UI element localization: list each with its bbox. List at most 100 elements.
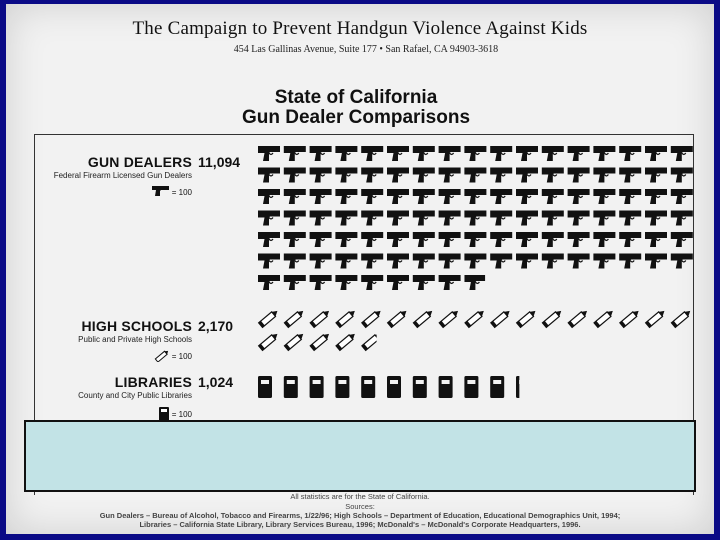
- handgun-mark-108: [412, 275, 435, 290]
- handgun-mark-12: [567, 146, 590, 161]
- handgun-mark-41: [438, 189, 461, 204]
- handgun-mark-71: [335, 232, 358, 247]
- book-mark-8: [464, 376, 479, 398]
- handgun-mark-107: [387, 275, 409, 290]
- handgun-mark-25: [464, 167, 487, 183]
- handgun-mark-93: [464, 253, 487, 269]
- handgun-mark-35: [283, 189, 306, 204]
- handgun-mark-27: [516, 167, 538, 183]
- handgun-mark-1: [283, 146, 306, 161]
- row-subtitle: Federal Firearm Licensed Gun Dealers: [53, 171, 192, 180]
- handgun-mark-6: [412, 146, 435, 161]
- handgun-mark-15: [645, 146, 667, 161]
- handgun-mark-98: [593, 253, 616, 269]
- handgun-mark-74: [412, 232, 435, 247]
- handgun-mark-57: [412, 210, 435, 226]
- handgun-mark-77: [490, 232, 513, 247]
- handgun-mark-33: [670, 167, 693, 183]
- footer-sources-label: Sources:: [345, 502, 375, 511]
- pencil-mark-8: [464, 310, 484, 329]
- pencil-mark-6: [412, 310, 433, 329]
- pencil-mark-21: [361, 333, 377, 352]
- handgun-mark-62: [541, 210, 564, 226]
- pencil-mark-2: [309, 310, 330, 329]
- handgun-mark-63: [567, 210, 590, 226]
- row-name: GUN DEALERS: [87, 154, 192, 170]
- row-name: LIBRARIES: [114, 374, 192, 390]
- handgun-mark-46: [567, 189, 590, 204]
- handgun-mark-29: [567, 167, 590, 183]
- handgun-mark-2: [309, 146, 332, 161]
- handgun-mark-7: [438, 146, 461, 161]
- pencil-mark-16: [670, 310, 691, 329]
- pencil-mark-4: [360, 310, 381, 329]
- handgun-mark-5: [387, 146, 409, 161]
- handgun-mark-53: [309, 210, 332, 226]
- handgun-mark-48: [619, 189, 642, 204]
- handgun-mark-104: [309, 275, 332, 290]
- handgun-mark-30: [593, 167, 616, 183]
- pencil-mark-20: [335, 333, 355, 352]
- handgun-mark-14: [619, 146, 642, 161]
- footer-note: All statistics are for the State of Cali…: [290, 492, 430, 501]
- handgun-mark-99: [619, 253, 642, 269]
- handgun-mark-17: [258, 167, 280, 183]
- row-value-libraries: 1,024: [198, 374, 234, 390]
- pencil-mark-17: [257, 333, 278, 352]
- handgun-mark-60: [490, 210, 513, 226]
- row-label-high-schools: HIGH SCHOOLS Public and Private High Sch…: [16, 318, 192, 362]
- handgun-mark-47: [593, 189, 616, 204]
- chart-title-line-2: Gun Dealer Comparisons: [241, 107, 471, 128]
- handgun-mark-49: [645, 189, 667, 204]
- handgun-mark-45: [541, 189, 564, 204]
- handgun-mark-80: [567, 232, 590, 247]
- handgun-mark-85: [258, 253, 280, 269]
- handgun-mark-4: [361, 146, 384, 161]
- pencil-mark-3: [335, 310, 355, 329]
- pencil-mark-9: [489, 310, 510, 329]
- handgun-mark-81: [593, 232, 616, 247]
- handgun-mark-16: [670, 146, 693, 161]
- handgun-mark-67: [670, 210, 693, 226]
- pencil-mark-19: [309, 333, 330, 352]
- handgun-mark-72: [361, 232, 384, 247]
- handgun-mark-76: [464, 232, 487, 247]
- handgun-mark-50: [670, 189, 693, 204]
- pencil-mark-5: [386, 310, 407, 329]
- row-subtitle: Public and Private High Schools: [78, 335, 192, 344]
- book-mark-7: [438, 376, 453, 398]
- pencil-mark-1: [283, 310, 304, 329]
- handgun-mark-36: [309, 189, 332, 204]
- handgun-mark-83: [645, 232, 667, 247]
- handgun-mark-22: [387, 167, 409, 183]
- footer-sources-line-2: Libraries – California State Library, Li…: [139, 520, 581, 529]
- handgun-mark-24: [438, 167, 461, 183]
- handgun-mark-19: [309, 167, 332, 183]
- handgun-mark-105: [335, 275, 358, 290]
- pencil-mark-10: [515, 310, 536, 329]
- handgun-mark-68: [258, 232, 280, 247]
- handgun-mark-51: [258, 210, 280, 226]
- handgun-mark-82: [619, 232, 642, 247]
- chart-title-line-1: State of California: [274, 87, 438, 108]
- handgun-mark-18: [283, 167, 306, 183]
- handgun-mark-70: [309, 232, 332, 247]
- handgun-mark-44: [516, 189, 538, 204]
- handgun-mark-95: [516, 253, 538, 269]
- handgun-mark-10: [516, 146, 538, 161]
- book-mark-2: [309, 376, 324, 398]
- handgun-mark-89: [361, 253, 384, 269]
- handgun-mark-88: [335, 253, 358, 269]
- row-key-label: = 100: [171, 351, 192, 361]
- handgun-mark-37: [335, 189, 358, 204]
- handgun-mark-13: [593, 146, 616, 161]
- pencil-mark-13: [593, 310, 613, 329]
- organization-address: 454 Las Gallinas Avenue, Suite 177 • San…: [233, 44, 499, 55]
- row-value-high-schools: 2,170: [198, 318, 234, 334]
- organization-title: The Campaign to Prevent Handgun Violence…: [132, 18, 588, 39]
- handgun-mark-58: [438, 210, 461, 226]
- handgun-mark-26: [490, 167, 513, 183]
- handgun-mark-56: [387, 210, 409, 226]
- handgun-mark-92: [438, 253, 461, 269]
- row-label-libraries: LIBRARIES County and City Public Librari…: [16, 374, 192, 422]
